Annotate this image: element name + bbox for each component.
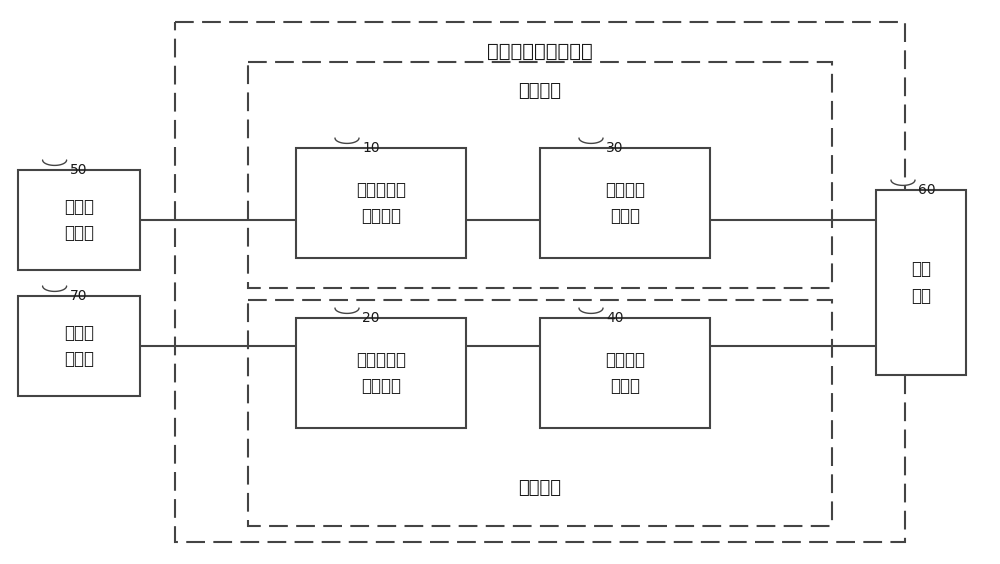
- Bar: [540, 148, 710, 258]
- Text: 电动油门的控制电路: 电动油门的控制电路: [487, 42, 593, 61]
- Text: 第二支路: 第二支路: [518, 479, 562, 497]
- Text: 60: 60: [918, 183, 936, 197]
- Bar: [18, 296, 140, 396]
- Text: 第一飞
机电源: 第一飞 机电源: [64, 198, 94, 242]
- Text: 第二角度
解析器: 第二角度 解析器: [605, 351, 645, 395]
- Text: 70: 70: [70, 289, 87, 303]
- Bar: [175, 22, 905, 542]
- Bar: [296, 318, 466, 428]
- Text: 第一支路: 第一支路: [518, 82, 562, 100]
- Bar: [876, 190, 966, 375]
- Text: 电动
油门: 电动 油门: [911, 261, 931, 305]
- Bar: [296, 148, 466, 258]
- Bar: [18, 170, 140, 270]
- Text: 20: 20: [362, 311, 380, 325]
- Text: 第一油门台
电源模块: 第一油门台 电源模块: [356, 181, 406, 225]
- Text: 30: 30: [606, 141, 624, 155]
- Text: 第二油门台
电源模块: 第二油门台 电源模块: [356, 351, 406, 395]
- Bar: [248, 300, 832, 526]
- Text: 第二飞
机电源: 第二飞 机电源: [64, 324, 94, 368]
- Bar: [540, 318, 710, 428]
- Text: 50: 50: [70, 163, 87, 177]
- Bar: [248, 62, 832, 288]
- Text: 40: 40: [606, 311, 624, 325]
- Text: 10: 10: [362, 141, 380, 155]
- Text: 第一角度
解析器: 第一角度 解析器: [605, 181, 645, 225]
